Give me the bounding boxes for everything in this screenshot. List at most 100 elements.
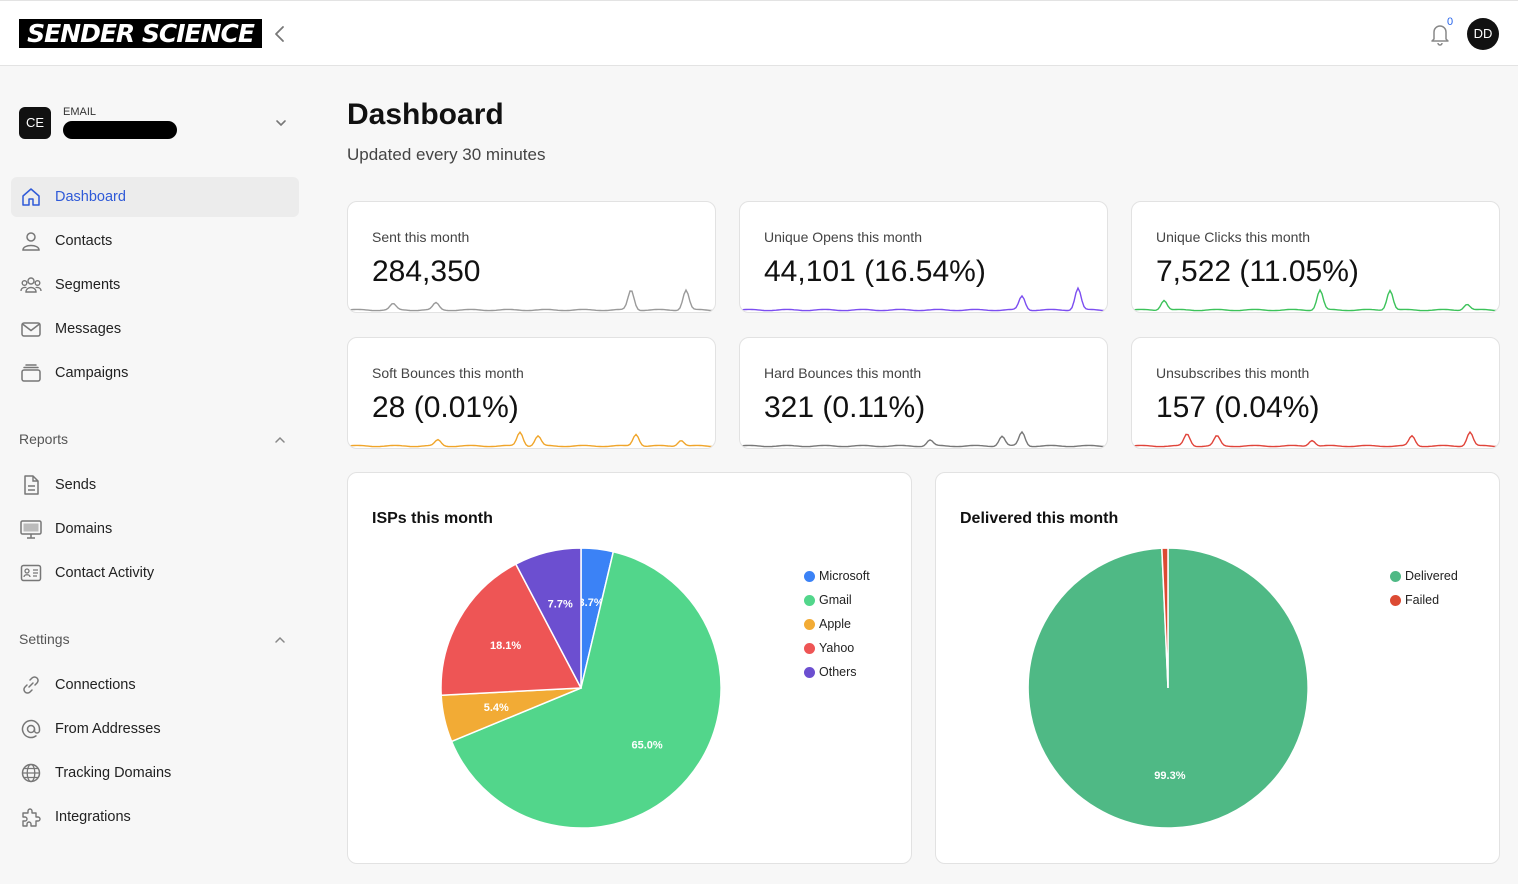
bell-icon — [1431, 25, 1449, 46]
sparkline — [348, 430, 715, 448]
reports-section-toggle[interactable]: Reports — [19, 431, 299, 451]
stat-value: 44,101 (16.54%) — [764, 255, 986, 288]
isp-pie-chart: 3.7% 65.0% 5.4% 18.1% 7.7% — [440, 547, 722, 829]
legend-label: Microsoft — [819, 569, 870, 583]
sidebar-item-integrations[interactable]: Integrations — [11, 797, 299, 837]
sidebar-item-label: Contacts — [55, 233, 113, 249]
delivered-pie-chart: 99.3% — [1027, 547, 1309, 829]
pie-slice-yahoo[interactable] — [440, 563, 583, 697]
sparkline-path — [348, 288, 715, 312]
sparkline — [740, 286, 1107, 312]
sparkline-path — [348, 430, 715, 448]
sparkline-path — [740, 286, 1107, 312]
sidebar-item-sends[interactable]: Sends — [11, 465, 299, 505]
stat-label: Unsubscribes this month — [1156, 365, 1310, 381]
mail-icon — [21, 322, 41, 337]
person-icon — [22, 232, 40, 251]
stat-value: 7,522 (11.05%) — [1156, 255, 1359, 288]
chevron-left-icon — [275, 26, 284, 42]
legend-swatch — [804, 619, 815, 630]
stat-value: 28 (0.01%) — [372, 391, 519, 424]
sidebar-item-campaigns[interactable]: Campaigns — [11, 353, 299, 393]
user-avatar[interactable]: DD — [1467, 18, 1499, 50]
legend-swatch — [1390, 571, 1401, 582]
settings-section-toggle[interactable]: Settings — [19, 631, 299, 651]
stat-card-unique-opens: Unique Opens this month 44,101 (16.54%) — [739, 201, 1108, 313]
pie-slice-failed[interactable] — [1161, 547, 1169, 689]
legend-swatch — [1390, 595, 1401, 606]
pie-data-label: 18.1% — [490, 640, 521, 652]
legend-label: Delivered — [1405, 569, 1458, 583]
stat-label: Soft Bounces this month — [372, 365, 524, 381]
group-icon — [20, 277, 42, 293]
chevron-up-icon — [275, 436, 285, 443]
stat-card-sent: Sent this month 284,350 — [347, 201, 716, 313]
legend-swatch — [804, 595, 815, 606]
stat-label: Unique Opens this month — [764, 229, 922, 245]
sidebar-item-messages[interactable]: Messages — [11, 309, 299, 349]
account-switcher[interactable]: CE EMAIL — [19, 106, 299, 143]
sidebar-item-contacts[interactable]: Contacts — [11, 221, 299, 261]
reports-heading: Reports — [19, 431, 69, 447]
sidebar-item-connections[interactable]: Connections — [11, 665, 299, 705]
puzzle-icon — [22, 808, 41, 827]
notifications-button[interactable] — [1428, 21, 1452, 47]
legend-label: Gmail — [819, 593, 852, 607]
stat-card-unsubscribes: Unsubscribes this month 157 (0.04%) — [1131, 337, 1500, 449]
collapse-sidebar-button[interactable] — [270, 23, 290, 45]
page-subtitle: Updated every 30 minutes — [347, 145, 546, 164]
sparkline-path — [1132, 430, 1499, 448]
legend-label: Yahoo — [819, 641, 855, 655]
sparkline-path — [740, 430, 1107, 448]
pie-slice-others[interactable] — [514, 547, 582, 689]
pie-data-label: 99.3% — [1154, 770, 1185, 782]
stack-icon — [21, 364, 41, 382]
link-icon — [23, 676, 39, 694]
stat-label: Sent this month — [372, 229, 470, 245]
sidebar-item-from-addresses[interactable]: From Addresses — [11, 709, 299, 749]
notification-count-badge: 0 — [1447, 16, 1454, 28]
account-label: EMAIL — [63, 106, 97, 118]
sidebar-item-label: Connections — [55, 677, 136, 693]
legend-swatch — [804, 643, 815, 654]
chevron-up-icon — [275, 636, 285, 643]
sender-science-logo[interactable]: SENDER SCIENCE — [19, 19, 262, 48]
monitor-icon — [20, 520, 42, 539]
redacted-account-name — [63, 121, 177, 139]
stat-value: 157 (0.04%) — [1156, 391, 1320, 424]
delivered-chart-panel: Delivered this month 99.3% Delivered Fail… — [935, 472, 1500, 864]
stat-card-hard-bounces: Hard Bounces this month 321 (0.11%) — [739, 337, 1108, 449]
chart-title: ISPs this month — [372, 510, 493, 527]
sparkline — [1132, 288, 1499, 312]
document-icon — [24, 475, 39, 495]
sidebar-item-tracking-domains[interactable]: Tracking Domains — [11, 753, 299, 793]
stat-label: Unique Clicks this month — [1156, 229, 1311, 245]
sidebar-item-segments[interactable]: Segments — [11, 265, 299, 305]
sidebar-item-label: From Addresses — [55, 721, 161, 737]
sparkline — [348, 288, 715, 312]
sidebar-item-domains[interactable]: Domains — [11, 509, 299, 549]
legend-swatch — [804, 667, 815, 678]
pie-data-label: 65.0% — [631, 739, 662, 751]
sparkline-path — [1132, 288, 1499, 312]
legend-swatch — [804, 571, 815, 582]
stat-card-soft-bounces: Soft Bounces this month 28 (0.01%) — [347, 337, 716, 449]
page-title: Dashboard — [347, 98, 504, 131]
sidebar: CE EMAIL Dashboard Contacts Segments Mes… — [0, 67, 318, 884]
account-avatar: CE — [19, 107, 51, 139]
sidebar-item-label: Campaigns — [55, 365, 129, 381]
stat-value: 284,350 — [372, 255, 481, 288]
pie-slice-gmail[interactable] — [450, 550, 722, 829]
sidebar-item-label: Tracking Domains — [55, 765, 172, 781]
home-icon — [22, 188, 40, 206]
sidebar-item-label: Integrations — [55, 809, 131, 825]
sidebar-item-contact-activity[interactable]: Contact Activity — [11, 553, 299, 593]
stat-card-unique-clicks: Unique Clicks this month 7,522 (11.05%) — [1131, 201, 1500, 313]
globe-icon — [21, 763, 41, 783]
chart-title: Delivered this month — [960, 510, 1119, 527]
stat-value: 321 (0.11%) — [764, 391, 926, 424]
sidebar-item-label: Contact Activity — [55, 565, 155, 581]
sidebar-item-dashboard[interactable]: Dashboard — [11, 177, 299, 217]
at-icon — [21, 719, 41, 739]
pie-data-label: 5.4% — [484, 702, 509, 714]
